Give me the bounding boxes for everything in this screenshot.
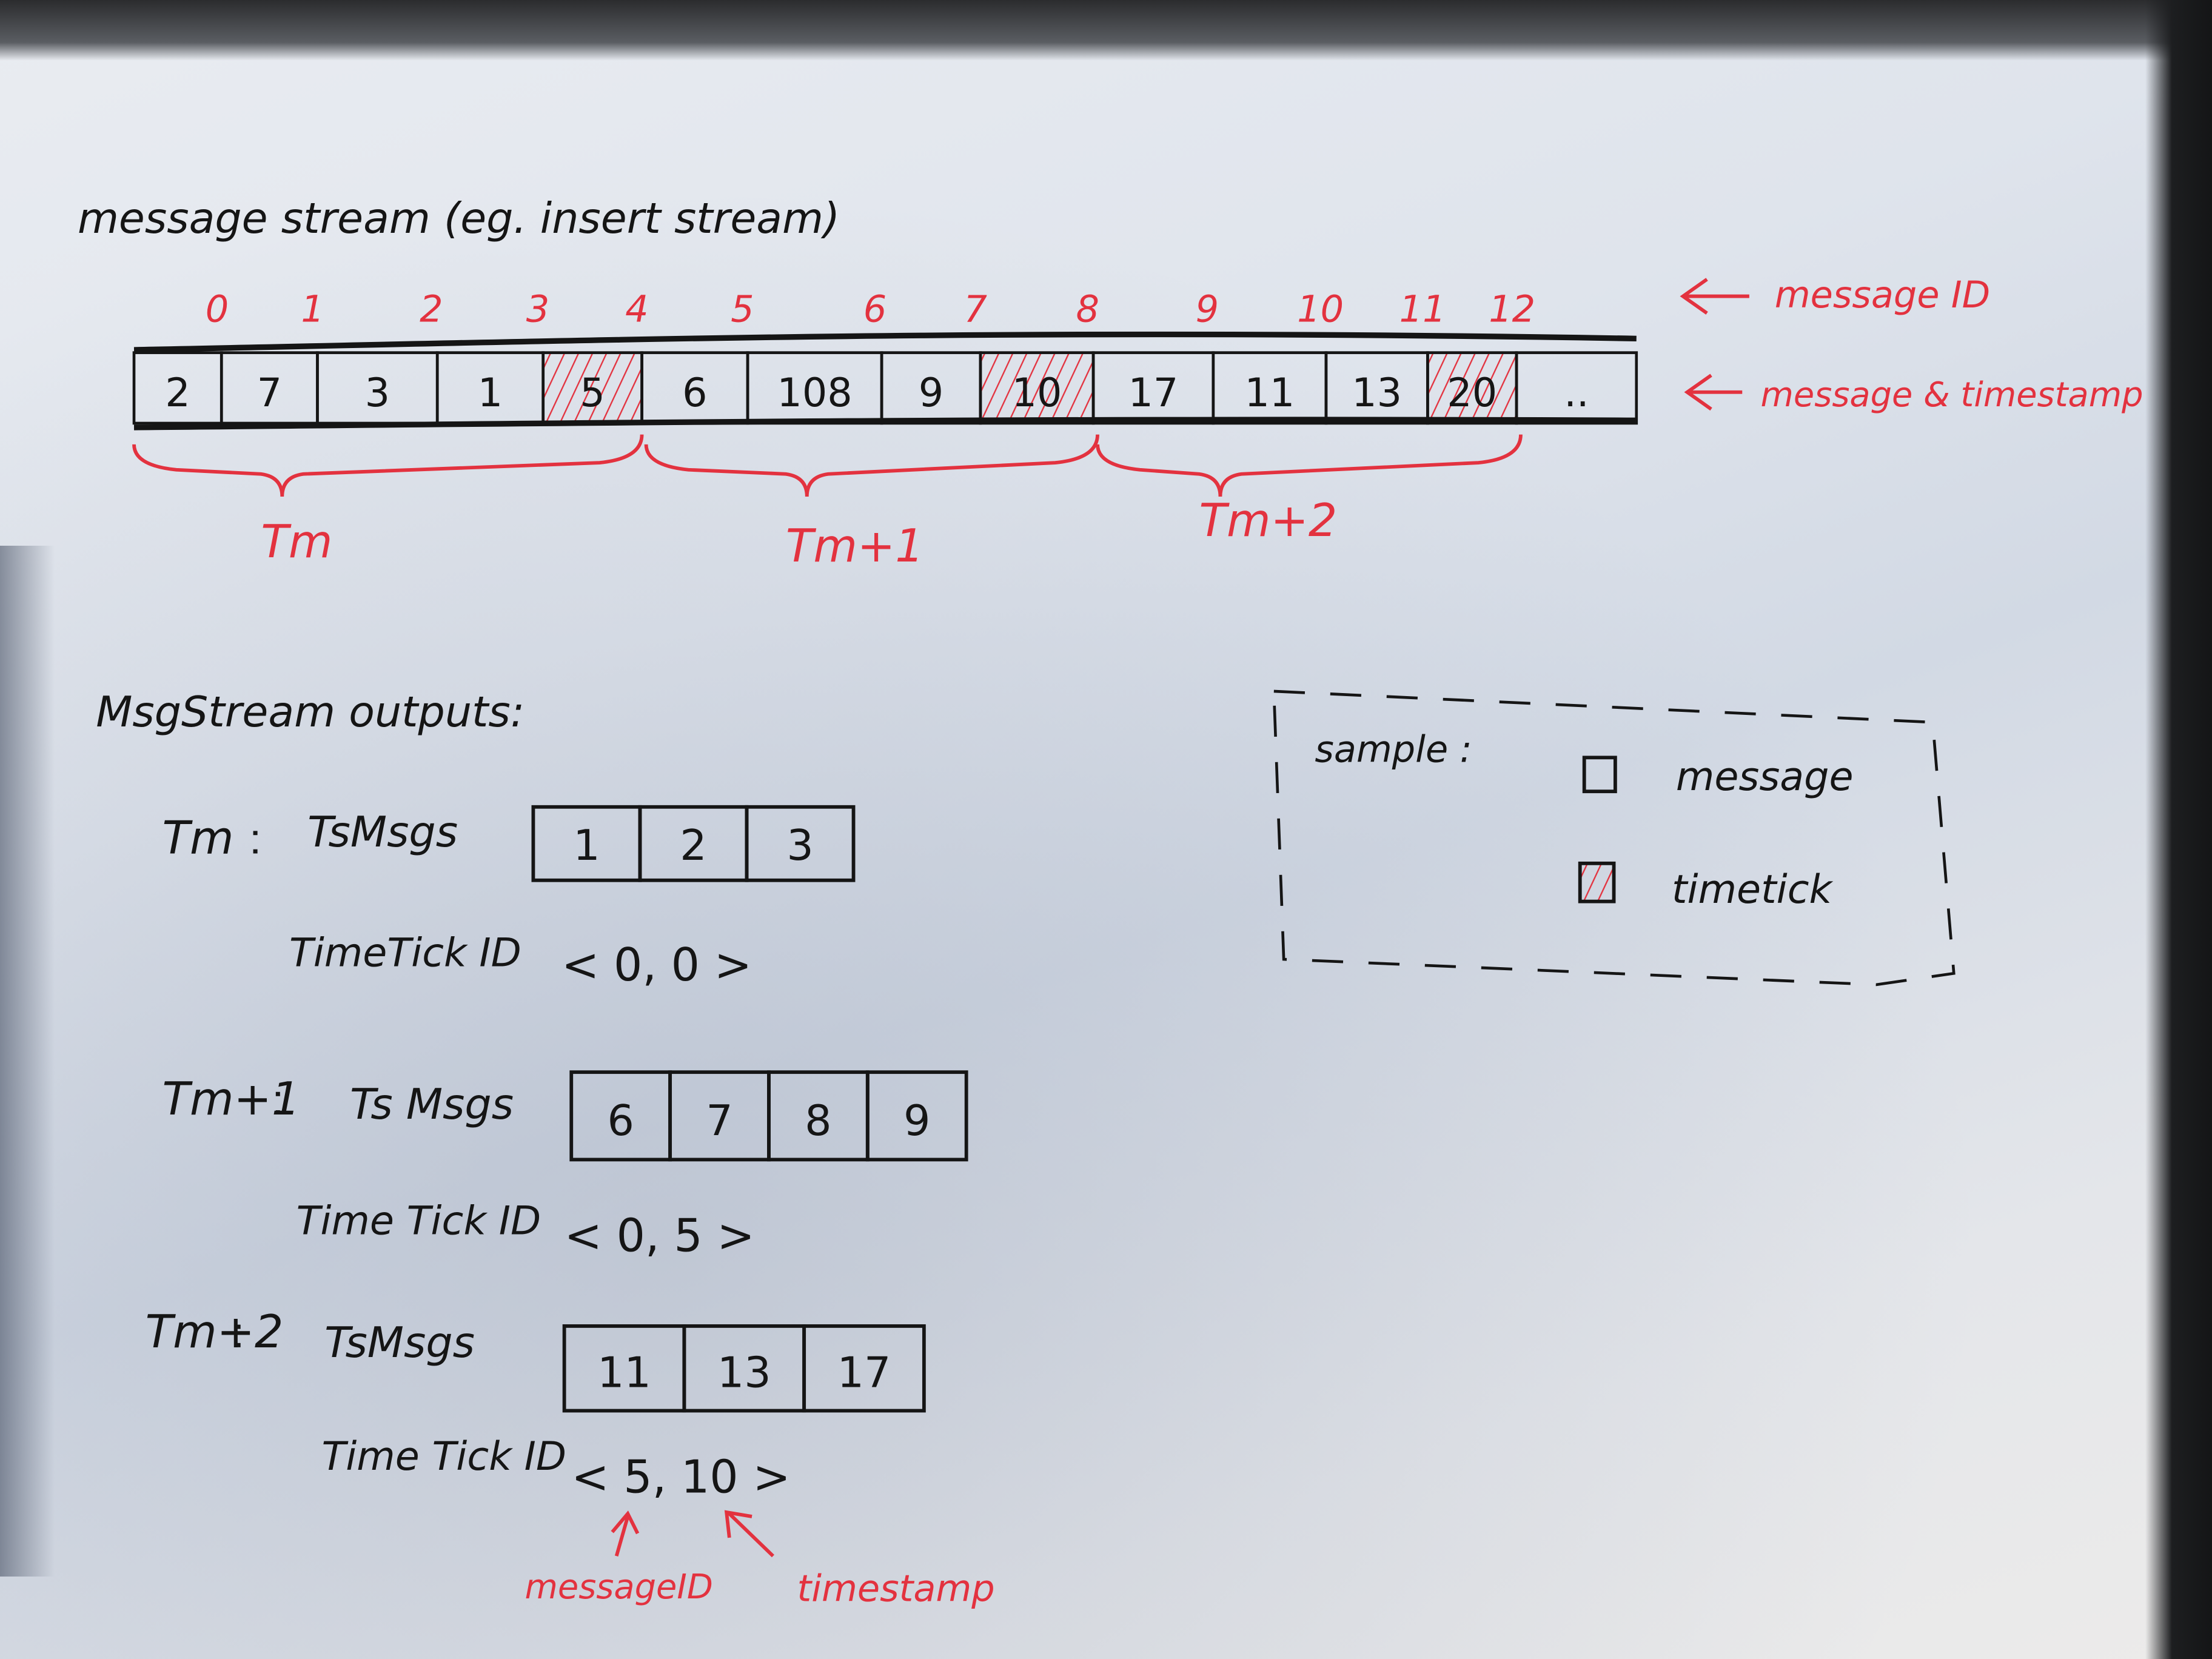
message-id: 5 [731, 288, 754, 330]
message-id: 12 [1489, 288, 1535, 330]
output-entry: Tm+1 Ts Msgs 6 7 8 9 Time Tick ID < 0, 5 > [163, 1070, 968, 1262]
legend-box: sample : message timetick [1272, 689, 1956, 987]
message-id: 0 [206, 288, 229, 330]
diagram-title: message stream (eg. insert stream) [78, 194, 840, 243]
ts-msgs-label: TsMsgs [324, 1318, 475, 1367]
message-id: 6 [863, 288, 886, 330]
timetick-cell [979, 351, 1095, 425]
ts-msg-value: 6 [607, 1096, 634, 1145]
ts-msg-value: 1 [573, 821, 600, 870]
left-arrow-icon [1680, 278, 1749, 315]
message-id: 11 [1399, 288, 1446, 330]
shadow-left [0, 546, 55, 1577]
ts-msg-value: 2 [680, 821, 706, 870]
message-id: 4 [625, 288, 648, 330]
timetick-id-label: Time Tick ID [321, 1434, 566, 1480]
up-arrow-icon [611, 1510, 640, 1557]
timetick-id-value: < 0, 0 > [561, 939, 752, 991]
ts-msgs-label: TsMsgs [307, 808, 458, 857]
brace-icon [644, 434, 1099, 497]
message-id-annotation: message ID [1680, 274, 1990, 317]
cell-value: 20 [1447, 370, 1497, 416]
message-id: 10 [1297, 288, 1344, 330]
cell-value: 1 [478, 370, 503, 416]
period-label: Tm+2 [1199, 494, 1338, 547]
annotation-timestamp: timestamp [797, 1568, 994, 1610]
ts-msg-cell [802, 1324, 926, 1413]
output-period: Tm+2 [146, 1305, 284, 1358]
left-arrow-icon [1684, 374, 1743, 411]
cell-value: 11 [1244, 370, 1295, 416]
timetick-cell [1426, 351, 1518, 425]
cell-value: 3 [365, 370, 390, 416]
ts-msg-value: 3 [786, 821, 813, 870]
output-entry: Tm+2 TsMsgs 11 13 17 Time Tick ID < 5, 10 > [146, 1305, 926, 1503]
ts-msg-cell [745, 805, 856, 882]
message-id: 2 [420, 288, 443, 330]
cell-value: 6 [682, 370, 707, 416]
cell-value: 108 [777, 370, 852, 416]
strip-top-line [133, 331, 1637, 353]
brace-icon [132, 434, 644, 497]
period-label: Tm+1 [786, 520, 924, 572]
cell-value: 13 [1352, 370, 1402, 416]
timetick-id-value: < 5, 10 > [571, 1450, 790, 1503]
ts-msg-value: 17 [837, 1348, 891, 1397]
outputs-list: Tm TsMsgs 1 2 3 TimeTick ID < 0, 0 > Tm+1 Ts Msg… [146, 805, 968, 1503]
ts-msg-cell [865, 1070, 968, 1162]
output-entry: Tm TsMsgs 1 2 3 TimeTick ID < 0, 0 > [163, 805, 856, 991]
timetick-id-label: Time Tick ID [297, 1199, 541, 1244]
legend-title: sample : [1315, 728, 1472, 771]
message-id: 3 [526, 288, 549, 330]
cell-value: 2 [165, 370, 190, 416]
period-label: Tm [261, 515, 332, 568]
message-id: 8 [1076, 288, 1099, 330]
cell-value: 5 [580, 370, 605, 416]
cell-value: 17 [1128, 370, 1179, 416]
message-cell [1515, 351, 1638, 425]
message-timestamp-annotation: message & timestamp [1684, 374, 2143, 415]
ts-msg-value: 13 [717, 1348, 771, 1397]
message-id: 1 [301, 288, 324, 330]
strip-bottom-line [133, 417, 1637, 431]
hatched-square-icon [1578, 861, 1616, 903]
desk-edge-top [0, 0, 2212, 61]
message-id: 7 [964, 288, 987, 330]
up-left-arrow-icon [724, 1510, 774, 1558]
cell-value: 10 [1012, 370, 1062, 416]
tuple-annotations: messageID timestamp [525, 1510, 995, 1610]
legend-message-label: message [1676, 754, 1854, 800]
empty-square-icon [1582, 756, 1617, 794]
legend-timetick-label: timetick [1672, 867, 1834, 913]
cell-value: .. [1564, 370, 1589, 416]
brace-icon [1096, 434, 1523, 497]
outputs-heading: MsgStream outputs: [96, 688, 525, 737]
ts-msgs-label: Ts Msgs [350, 1080, 514, 1129]
cell-value: 7 [257, 370, 282, 416]
message-timestamp-label: message & timestamp [1761, 375, 2143, 415]
timetick-id-label: TimeTick ID [289, 931, 521, 976]
output-period: Tm [163, 812, 234, 865]
ts-msg-value: 11 [597, 1348, 651, 1397]
cell-value: 9 [919, 370, 943, 416]
output-period: Tm+1 [163, 1073, 301, 1125]
ts-msg-value: 7 [706, 1096, 732, 1145]
ts-msg-value: 9 [903, 1096, 930, 1145]
message-id-label: message ID [1775, 274, 1990, 317]
timetick-id-value: < 0, 5 > [565, 1210, 755, 1262]
annotation-message-id: messageID [525, 1567, 712, 1607]
ts-msg-value: 8 [805, 1096, 831, 1145]
message-id: 9 [1196, 288, 1219, 330]
desk-edge-right [2145, 0, 2212, 1659]
period-braces: Tm Tm+1 Tm+2 [132, 434, 1523, 572]
